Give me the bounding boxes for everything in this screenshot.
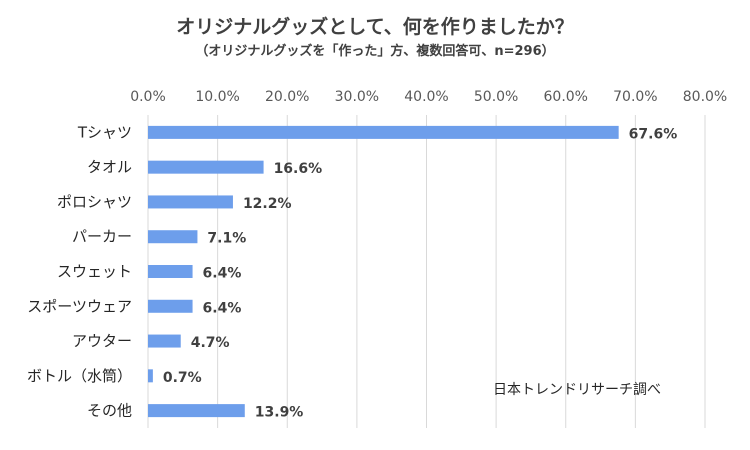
data-label: 13.9% (255, 405, 304, 421)
bar (148, 369, 153, 383)
data-label: 67.6% (629, 126, 678, 142)
chart-title: オリジナルグッズとして、何を作りましたか？ (176, 16, 574, 38)
x-tick-label: 20.0% (265, 89, 309, 105)
x-tick-label: 40.0% (404, 89, 448, 105)
data-label: 16.6% (274, 161, 323, 177)
x-tick-label: 80.0% (683, 89, 727, 105)
x-tick-label: 30.0% (335, 89, 379, 105)
category-label: ボトル（水筒） (27, 367, 132, 385)
x-tick-label: 50.0% (474, 89, 518, 105)
chart-subtitle: （オリジナルグッズを「作った」方、複数回答可、n=296） (195, 44, 555, 59)
data-label: 7.1% (207, 231, 246, 247)
bar (148, 265, 193, 278)
category-label: スウェット (57, 263, 132, 281)
category-label: アウター (72, 332, 132, 350)
bar (148, 404, 245, 418)
bar (148, 195, 233, 209)
category-label: その他 (87, 402, 132, 420)
bar (148, 334, 181, 348)
x-tick-label: 0.0% (130, 89, 166, 105)
x-tick-label: 10.0% (195, 89, 239, 105)
data-label: 4.7% (191, 335, 230, 351)
bar (148, 230, 198, 244)
category-label: パーカー (72, 228, 132, 246)
bar (148, 160, 264, 174)
data-label: 6.4% (203, 266, 242, 282)
category-label: タオル (87, 158, 132, 176)
data-label: 0.7% (163, 370, 202, 386)
category-label: スポーツウェア (27, 297, 132, 315)
data-label: 6.4% (203, 300, 242, 316)
bar (148, 125, 619, 139)
category-label: Tシャツ (77, 123, 132, 141)
category-label: ポロシャツ (57, 193, 132, 211)
x-tick-label: 70.0% (613, 89, 657, 105)
source-note: 日本トレンドリサーチ調べ (493, 382, 661, 398)
data-label: 12.2% (243, 196, 292, 212)
x-tick-label: 60.0% (544, 89, 588, 105)
bar (148, 299, 193, 313)
